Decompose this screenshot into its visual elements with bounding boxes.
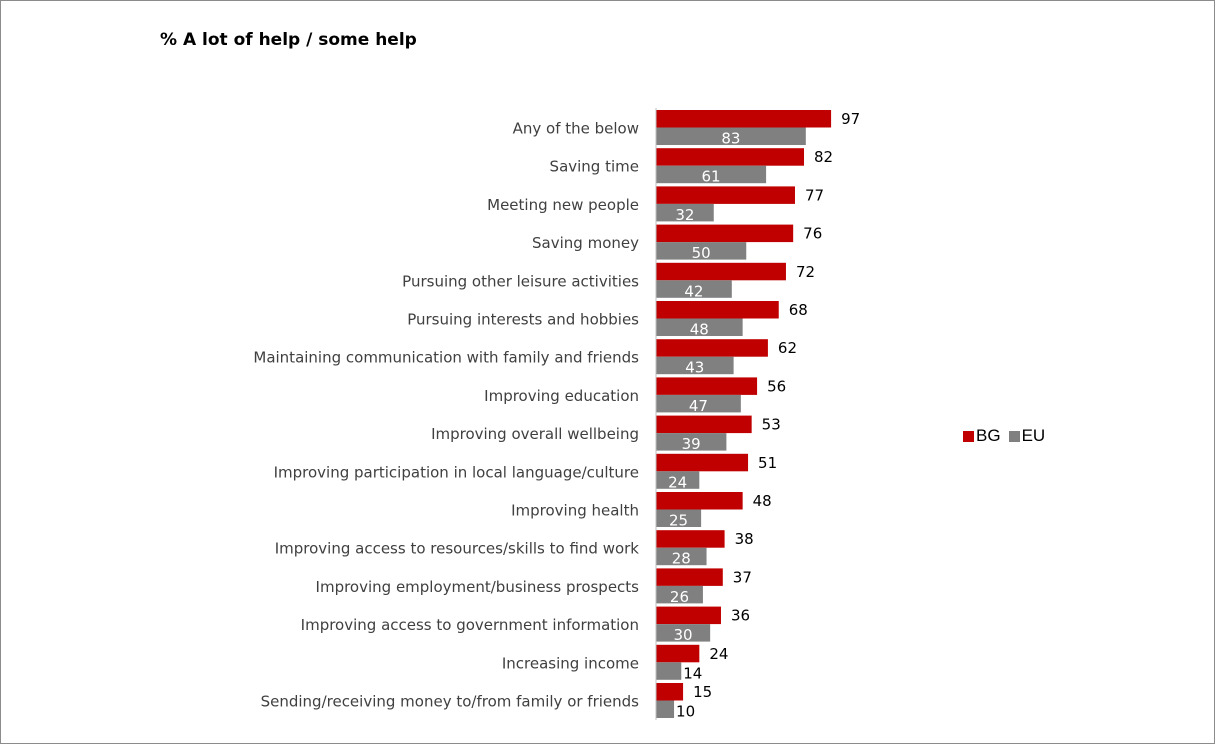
category-label: Pursuing interests and hobbies bbox=[407, 311, 639, 329]
bar-eu bbox=[656, 471, 700, 489]
bar-bg bbox=[656, 224, 794, 243]
bar-eu bbox=[656, 585, 703, 604]
data-label-bg: 97 bbox=[841, 110, 860, 128]
data-label-eu: 24 bbox=[668, 473, 687, 491]
bar-eu bbox=[656, 318, 743, 336]
bar-bg bbox=[656, 530, 725, 548]
data-label-bg: 24 bbox=[709, 645, 728, 663]
legend-label-eu: EU bbox=[1021, 426, 1046, 445]
category-label: Improving employment/business prospects bbox=[316, 578, 640, 596]
data-label-bg: 77 bbox=[805, 186, 824, 204]
data-label-bg: 51 bbox=[758, 454, 777, 472]
chart-title: % A lot of help / some help bbox=[160, 30, 417, 50]
category-label: Saving money bbox=[532, 234, 639, 252]
bar-bg bbox=[656, 110, 832, 128]
legend-swatch-eu bbox=[1008, 430, 1020, 442]
category-label: Sending/receiving money to/from family o… bbox=[261, 693, 640, 711]
category-label: Improving overall wellbeing bbox=[431, 425, 639, 443]
bar-eu bbox=[656, 356, 734, 375]
legend: BG EU bbox=[963, 426, 1053, 446]
category-label: Meeting new people bbox=[487, 196, 639, 214]
data-label-bg: 38 bbox=[735, 530, 754, 548]
bar-bg bbox=[656, 453, 749, 472]
data-label-eu: 43 bbox=[685, 359, 704, 377]
bar-bg bbox=[656, 262, 786, 281]
category-label: Pursuing other leisure activities bbox=[402, 272, 639, 290]
data-label-bg: 15 bbox=[693, 683, 712, 701]
bar-eu bbox=[656, 280, 732, 298]
category-label: Any of the below bbox=[513, 120, 639, 138]
data-label-bg: 53 bbox=[762, 416, 781, 434]
data-label-eu: 30 bbox=[674, 626, 693, 644]
data-label-eu: 26 bbox=[670, 588, 689, 606]
category-label: Improving education bbox=[484, 387, 639, 405]
bar-bg bbox=[656, 301, 779, 319]
category-label: Increasing income bbox=[502, 654, 639, 672]
bar-eu bbox=[656, 127, 806, 145]
bar-eu bbox=[656, 547, 707, 566]
data-label-bg: 72 bbox=[796, 263, 815, 281]
legend-label-bg: BG bbox=[976, 426, 1001, 445]
bar-eu bbox=[656, 662, 682, 680]
data-label-eu: 10 bbox=[676, 703, 695, 721]
bar-eu bbox=[656, 433, 727, 451]
bar-bg bbox=[656, 568, 723, 586]
data-label-eu: 42 bbox=[684, 282, 703, 300]
data-label-eu: 50 bbox=[692, 244, 711, 262]
data-label-bg: 82 bbox=[814, 148, 833, 166]
bar-eu bbox=[656, 624, 711, 642]
data-label-bg: 48 bbox=[753, 492, 772, 510]
data-label-eu: 61 bbox=[702, 168, 721, 186]
data-label-bg: 62 bbox=[778, 339, 797, 357]
data-label-eu: 14 bbox=[683, 664, 702, 682]
bar-bg bbox=[656, 644, 700, 663]
legend-swatch-bg bbox=[963, 430, 974, 442]
bar-bg bbox=[656, 148, 805, 166]
data-label-eu: 48 bbox=[690, 321, 709, 339]
bar-eu bbox=[656, 242, 747, 260]
category-label: Saving time bbox=[550, 158, 639, 176]
bar-bg bbox=[656, 377, 758, 395]
data-label-bg: 76 bbox=[803, 225, 822, 243]
legend-item-bg: BG bbox=[963, 426, 1001, 446]
data-label-eu: 32 bbox=[675, 206, 694, 224]
category-label: Improving health bbox=[511, 502, 639, 520]
bar-bg bbox=[656, 606, 721, 625]
bar-bg bbox=[656, 415, 752, 434]
bar-bg bbox=[656, 683, 684, 701]
bar-bg bbox=[656, 186, 795, 204]
data-label-eu: 47 bbox=[689, 397, 708, 415]
bar-eu bbox=[656, 203, 714, 222]
bar-eu bbox=[656, 700, 675, 718]
legend-item-eu: EU bbox=[1008, 426, 1046, 446]
category-label: Improving participation in local languag… bbox=[274, 463, 639, 481]
bar-bg bbox=[656, 339, 768, 357]
data-label-bg: 36 bbox=[731, 607, 750, 625]
data-label-bg: 68 bbox=[789, 301, 808, 319]
category-label: Improving access to government informati… bbox=[301, 616, 639, 634]
bar-eu bbox=[656, 509, 702, 527]
bar-eu bbox=[656, 165, 767, 184]
data-label-eu: 28 bbox=[672, 550, 691, 568]
category-label: Maintaining communication with family an… bbox=[253, 349, 639, 367]
data-label-eu: 83 bbox=[721, 130, 740, 148]
data-label-eu: 25 bbox=[669, 512, 688, 530]
category-label: Improving access to resources/skills to … bbox=[275, 540, 640, 558]
data-label-eu: 39 bbox=[682, 435, 701, 453]
bar-eu bbox=[656, 394, 741, 413]
bar-bg bbox=[656, 492, 743, 510]
data-label-bg: 37 bbox=[733, 568, 752, 586]
data-label-bg: 56 bbox=[767, 377, 786, 395]
